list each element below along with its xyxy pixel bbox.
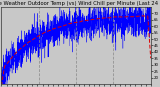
Title: Milwaukee Weather Outdoor Temp (vs) Wind Chill per Minute (Last 24 Hours): Milwaukee Weather Outdoor Temp (vs) Wind… bbox=[0, 1, 160, 6]
